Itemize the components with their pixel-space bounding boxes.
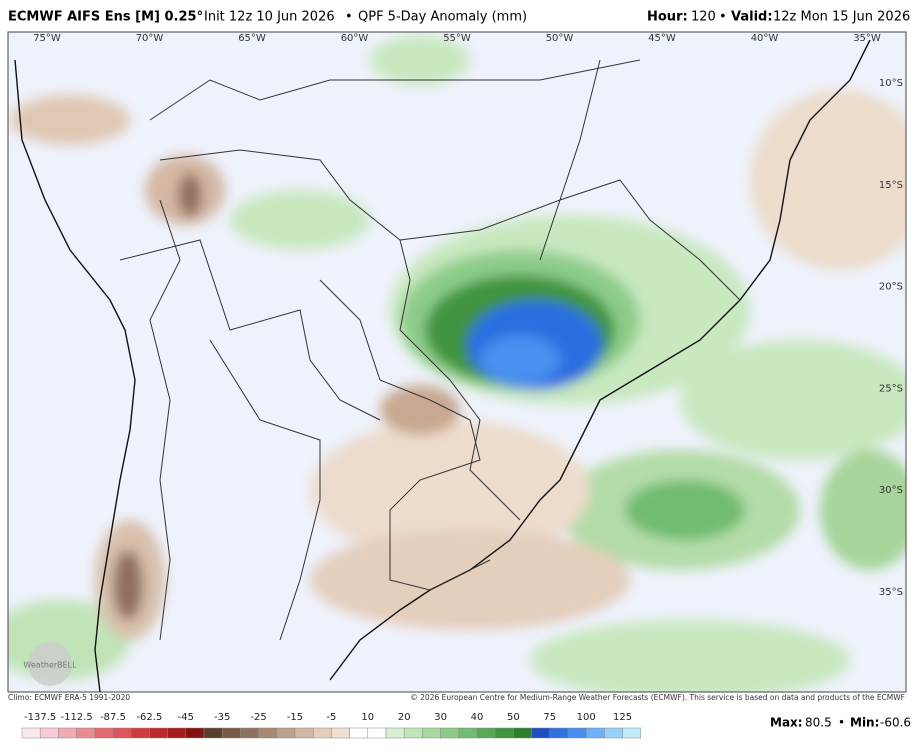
colorbar-swatch — [130, 727, 150, 739]
colorbar-swatch — [167, 727, 187, 739]
colorbar-swatch — [276, 727, 296, 739]
colorbar-swatch — [422, 727, 441, 739]
colorbar-swatch — [203, 727, 223, 739]
product: QPF 5-Day Anomaly (mm) — [358, 10, 527, 25]
colorbar-swatch — [385, 727, 405, 739]
colorbar-swatch — [403, 727, 423, 739]
colorbar-label: -45 — [178, 712, 194, 723]
anomaly-field — [8, 35, 906, 692]
colorbar-swatch — [458, 727, 478, 739]
colorbar-label: -35 — [214, 712, 230, 723]
colorbar-swatch — [39, 727, 59, 739]
watermark-logo — [28, 642, 72, 686]
longitude-label: 75°W — [33, 33, 61, 44]
colorbar-label: 125 — [613, 712, 632, 723]
map-frame — [7, 31, 907, 693]
latitude-label: 30°S — [879, 485, 903, 496]
colorbar-swatch — [240, 727, 259, 739]
title: ECMWF AIFS Ens [M] 0.25° — [8, 10, 203, 25]
valid: 12z Mon 15 Jun 2026 — [773, 10, 910, 25]
header: ECMWF AIFS Ens [M] 0.25° Init 12z 10 Jun… — [8, 10, 910, 25]
longitude-label: 70°W — [136, 33, 164, 44]
colorbar-swatch — [604, 727, 623, 739]
colorbar-swatch — [221, 727, 241, 739]
boundaries — [14, 39, 871, 692]
colorbar-swatch — [440, 727, 460, 739]
colorbar-swatch — [94, 727, 114, 739]
colorbar-swatch — [58, 727, 77, 739]
latitude-label: 35°S — [879, 587, 903, 598]
separator: • — [719, 10, 727, 25]
colorbar-swatch — [549, 727, 569, 739]
colorbar-swatch — [567, 727, 587, 739]
colorbar-swatch — [622, 727, 642, 739]
colorbar-swatch — [367, 727, 387, 739]
longitude-label: 65°W — [238, 33, 266, 44]
latitude-label: 20°S — [879, 282, 903, 293]
longitude-label: 55°W — [443, 33, 471, 44]
colorbar-swatch — [185, 727, 205, 739]
latitude-label: 15°S — [879, 180, 903, 191]
latitude-label: 10°S — [879, 78, 903, 89]
colorbar: -137.5 -112.5 -87.5 -62.5 -45 -35 -25 -15 -5 10 20… — [21, 712, 642, 739]
max-label: Max: — [770, 716, 803, 730]
colorbar-swatch — [76, 727, 96, 739]
colorbar-swatch — [349, 727, 369, 739]
longitude-label: 50°W — [546, 33, 574, 44]
colorbar-swatch — [258, 727, 278, 739]
colorbar-label: -5 — [326, 712, 336, 723]
longitude-label: 45°W — [648, 33, 676, 44]
colorbar-label: -112.5 — [60, 712, 92, 723]
longitude-label: 35°W — [853, 33, 881, 44]
colorbar-swatch — [312, 727, 332, 739]
colorbar-label: 100 — [577, 712, 596, 723]
valid-label: Valid: — [731, 10, 773, 25]
hour: 120 — [691, 10, 716, 25]
colorbar-label: 75 — [543, 712, 556, 723]
max: 80.5 — [805, 716, 832, 730]
colorbar-label: 40 — [471, 712, 484, 723]
stats: Max: 80.5 • Min: -60.6 — [770, 716, 911, 730]
map: WeatherBELL 75°W 70°W 65°W 60°W 55°W 50°W 45°W… — [7, 31, 907, 693]
colorbar-label: 10 — [361, 712, 374, 723]
colorbar-label: 20 — [398, 712, 411, 723]
copyright: © 2026 European Centre for Medium-Range … — [410, 693, 905, 702]
colorbar-swatch — [149, 727, 168, 739]
colorbar-swatch — [21, 727, 41, 739]
colorbar-swatch — [331, 727, 350, 739]
colorbar-label: -15 — [287, 712, 303, 723]
longitude-label: 40°W — [751, 33, 779, 44]
min-label: Min: — [850, 716, 879, 730]
colorbar-label: -137.5 — [24, 712, 56, 723]
separator: • — [838, 716, 845, 730]
colorbar-swatch — [476, 727, 496, 739]
min: -60.6 — [880, 716, 911, 730]
colorbar-swatch — [513, 727, 532, 739]
climo-note: Climo: ECMWF ERA-5 1991-2020 — [8, 693, 130, 702]
hour-label: Hour: — [647, 10, 688, 25]
init: Init 12z 10 Jun 2026 — [204, 10, 335, 25]
colorbar-label: -25 — [250, 712, 266, 723]
colorbar-label: -87.5 — [100, 712, 126, 723]
latitude-label: 25°S — [879, 383, 903, 394]
colorbar-swatch — [494, 727, 514, 739]
longitude-label: 60°W — [341, 33, 369, 44]
colorbar-swatch — [294, 727, 314, 739]
colorbar-label: 30 — [434, 712, 447, 723]
separator: • — [345, 10, 353, 25]
colorbar-label: -62.5 — [136, 712, 162, 723]
watermark: WeatherBELL — [23, 661, 77, 670]
colorbar-label: 50 — [507, 712, 520, 723]
colorbar-swatch — [585, 727, 605, 739]
colorbar-swatch — [531, 727, 551, 739]
colorbar-swatch — [112, 727, 132, 739]
